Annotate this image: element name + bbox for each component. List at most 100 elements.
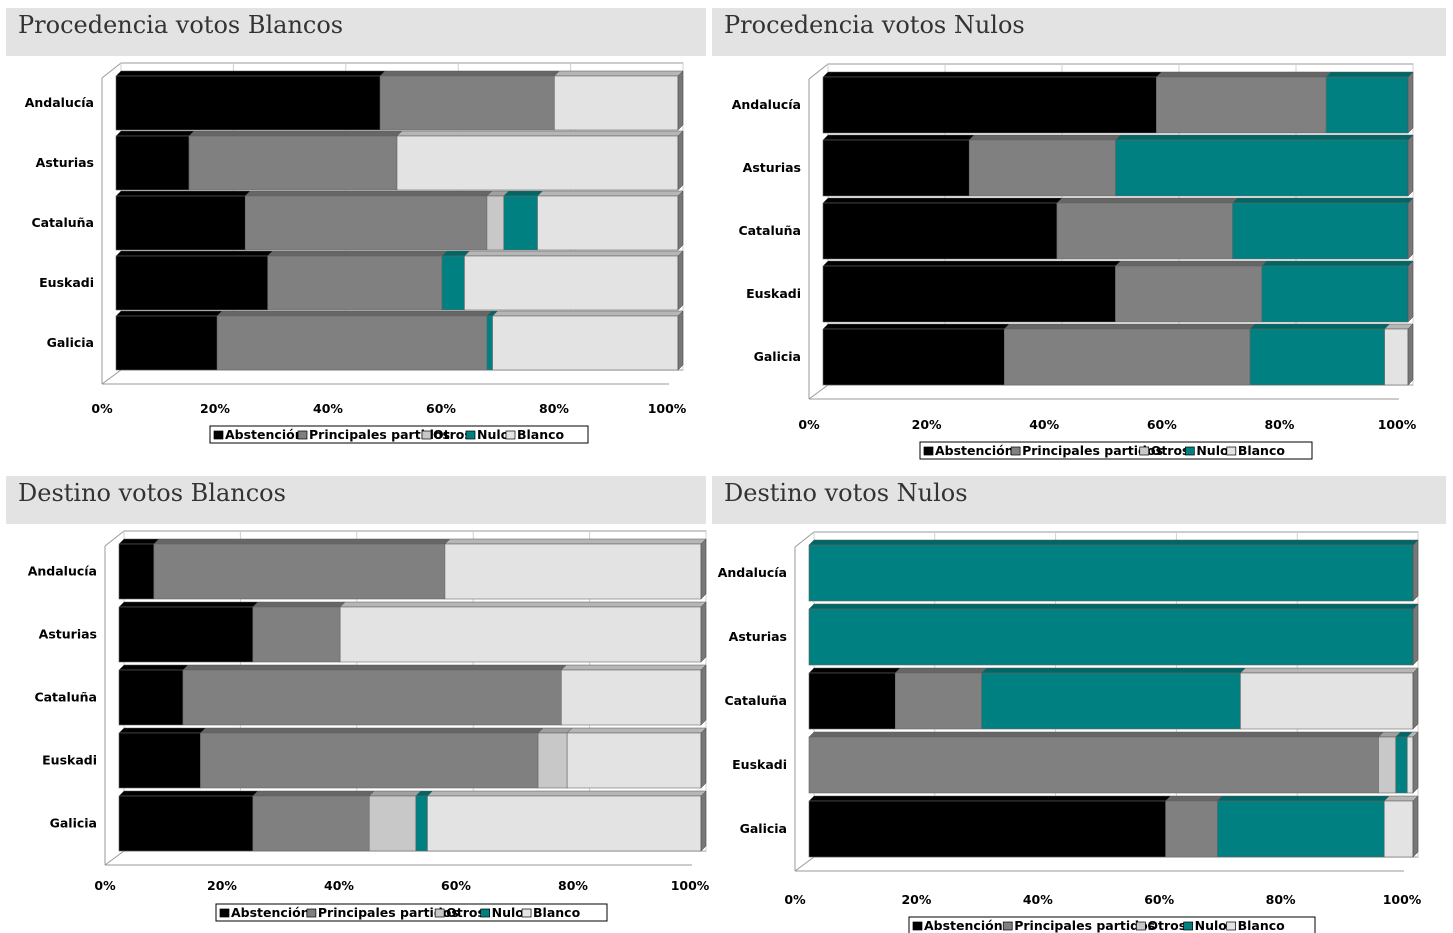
x-tick-label: 100%	[1383, 892, 1422, 907]
legend-swatch	[1183, 921, 1194, 931]
bar-segment	[536, 190, 684, 251]
legend-label: Otros	[1147, 918, 1186, 933]
bar-side	[677, 70, 684, 131]
legend-label: Abstención	[924, 918, 1003, 933]
legend-swatch	[505, 430, 516, 440]
chart-panel-procedencia-blancos: Procedencia votos Blancos Andalucía Astur…	[0, 0, 706, 466]
bar-segment	[1114, 134, 1414, 197]
legend-swatch	[1010, 446, 1021, 456]
legend-label: Principales partidos	[1022, 443, 1163, 458]
category-label: Asturias	[36, 155, 94, 170]
bar-side	[700, 790, 707, 852]
bar-side	[1407, 260, 1414, 323]
bar-segment	[252, 790, 375, 852]
legend-swatch	[923, 446, 934, 456]
bar-side	[1412, 603, 1419, 666]
chart-panel-destino-nulos: Destino votos Nulos Andalucía Asturias Cat…	[706, 468, 1446, 933]
legend-label: Blanco	[1238, 443, 1286, 458]
bar-segment	[182, 664, 567, 726]
chart-title-bar: Procedencia votos Nulos	[712, 8, 1446, 56]
x-tick-label: 80%	[1264, 417, 1294, 432]
category-label: Galicia	[50, 816, 97, 831]
legend-label: Nulo	[477, 427, 510, 442]
bar-side	[700, 538, 707, 600]
legend-swatch	[1184, 446, 1195, 456]
legend-label: Nulo	[1195, 918, 1228, 933]
legend-label: Nulo	[1196, 443, 1229, 458]
category-label: Galicia	[47, 335, 94, 350]
bar-segment	[553, 70, 684, 131]
bar-segment	[808, 795, 1172, 858]
legend-label: Otros	[446, 905, 485, 920]
bar-segment	[1239, 667, 1419, 730]
bar-segment	[199, 727, 544, 789]
bar-side	[677, 310, 684, 371]
x-tick-label: 100%	[671, 878, 710, 893]
x-tick-label: 40%	[313, 401, 343, 416]
chart-title: Procedencia votos Blancos	[18, 11, 344, 39]
legend-swatch	[1136, 921, 1146, 931]
bar-segment	[118, 727, 207, 789]
category-label: Galicia	[740, 821, 787, 836]
bar-segment	[115, 70, 386, 131]
bar-side	[1407, 197, 1414, 260]
bar-segment	[118, 790, 259, 852]
legend-swatch	[434, 908, 445, 918]
bar-segment	[1325, 71, 1414, 134]
chart-title: Procedencia votos Nulos	[724, 11, 1025, 39]
x-tick-label: 60%	[1144, 892, 1174, 907]
bar-side	[1407, 134, 1414, 197]
legend-label: Blanco	[1238, 918, 1286, 933]
legend-label: Principales partidos	[309, 427, 450, 442]
bar-segment	[1383, 795, 1419, 858]
bar-segment	[426, 790, 707, 852]
legend-swatch	[912, 921, 923, 931]
x-tick-label: 20%	[200, 401, 230, 416]
category-label: Asturias	[743, 160, 801, 175]
category-label: Cataluña	[724, 693, 787, 708]
x-tick-label: 40%	[1029, 417, 1059, 432]
category-label: Cataluña	[34, 690, 97, 705]
legend-swatch	[465, 430, 476, 440]
x-tick-label: 60%	[1147, 417, 1177, 432]
bar-segment	[1216, 795, 1390, 858]
x-tick-label: 60%	[441, 878, 471, 893]
bar-segment	[216, 310, 493, 371]
stacked-bar-chart: Andalucía Asturias Cataluña Euskadi Galicia 0…	[25, 62, 687, 444]
bar-segment	[980, 667, 1247, 730]
legend-label: Otros	[1151, 443, 1190, 458]
x-tick-label: 0%	[94, 878, 116, 893]
bar-side	[1412, 795, 1419, 858]
x-tick-label: 60%	[426, 401, 456, 416]
bar-segment	[118, 601, 259, 663]
x-tick-label: 100%	[648, 401, 687, 416]
chart-title-bar: Destino votos Blancos	[6, 476, 706, 524]
bar-side	[1407, 71, 1414, 134]
bar-segment	[1114, 260, 1268, 323]
bar-segment	[808, 731, 1385, 794]
bar-segment	[486, 190, 510, 251]
x-tick-label: 100%	[1378, 417, 1417, 432]
category-label: Andalucía	[718, 565, 787, 580]
bar-segment	[808, 603, 1419, 666]
bar-segment	[560, 664, 707, 726]
chart-panel-procedencia-nulos: Procedencia votos Nulos Andalucía Asturia…	[706, 0, 1446, 466]
bar-segment	[894, 667, 988, 730]
stacked-bar-chart: Andalucía Asturias Cataluña Euskadi Galicia 0…	[732, 63, 1417, 460]
bar-segment	[566, 727, 707, 789]
x-tick-label: 20%	[207, 878, 237, 893]
x-tick-label: 20%	[901, 892, 931, 907]
x-tick-label: 0%	[798, 417, 820, 432]
bar-segment	[267, 250, 448, 311]
category-label: Euskadi	[746, 286, 801, 301]
legend-label: Blanco	[517, 427, 565, 442]
bar-side	[677, 250, 684, 311]
legend-label: Principales partidos	[318, 905, 459, 920]
legend-swatch	[521, 908, 532, 918]
bar-side	[1412, 667, 1419, 730]
bar-segment	[968, 134, 1122, 197]
bar-segment	[822, 323, 1010, 386]
x-tick-label: 80%	[1266, 892, 1296, 907]
